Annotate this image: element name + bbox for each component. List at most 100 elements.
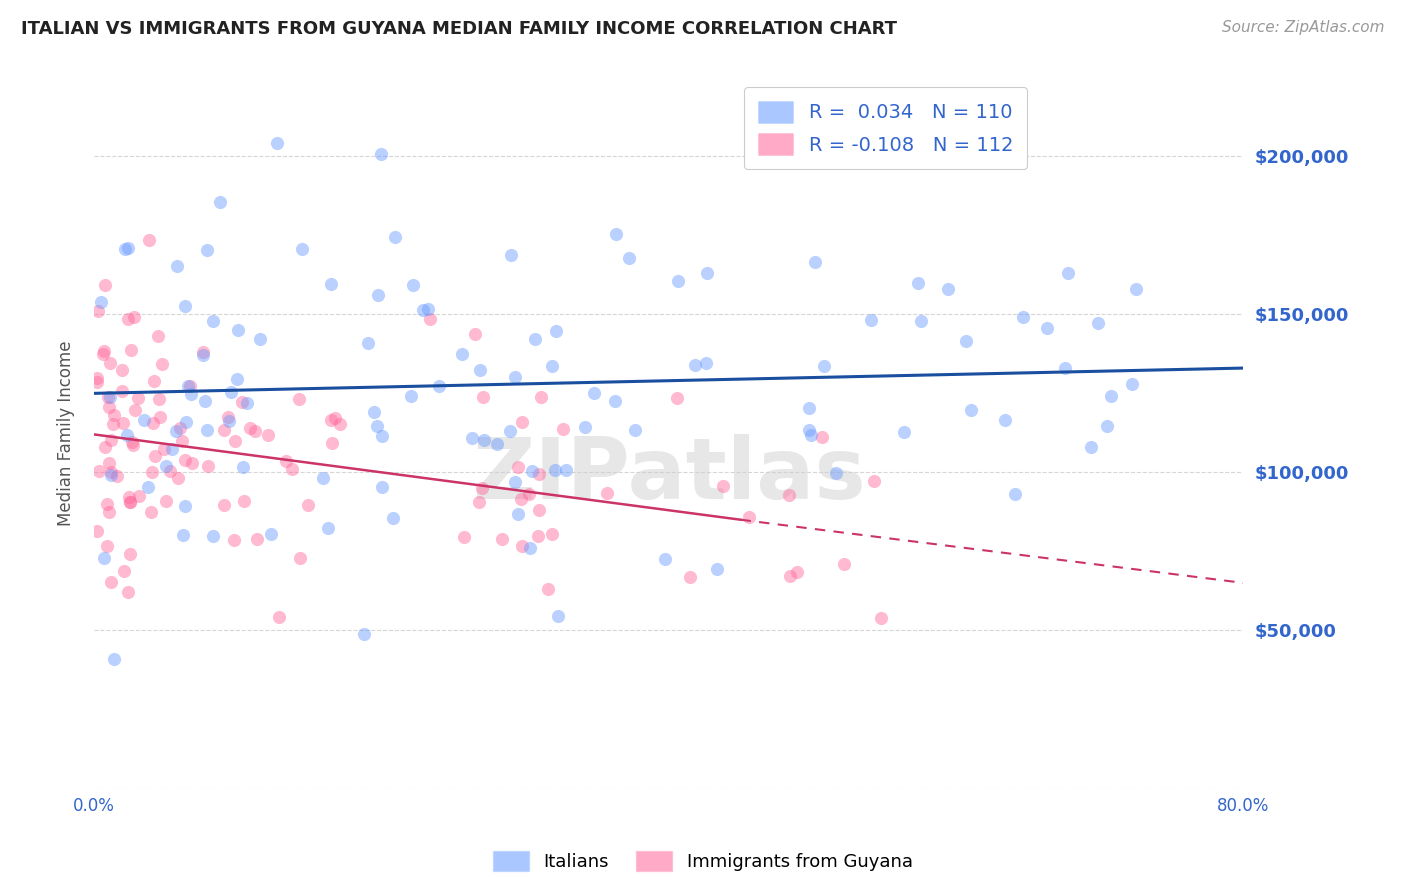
Point [738, 509, 761, 524]
Point [540, 359, 562, 373]
Point [159, 464, 181, 478]
Point [1054, 361, 1077, 376]
Point [510, 539, 533, 553]
Point [232, 493, 254, 508]
Point [491, 532, 513, 546]
Point [128, 489, 150, 503]
Point [654, 551, 676, 566]
Point [503, 475, 526, 489]
Point [93, 550, 115, 565]
Point [786, 566, 808, 580]
Point [1057, 266, 1080, 280]
Point [155, 494, 177, 508]
Point [547, 608, 569, 623]
Point [666, 274, 689, 288]
Point [180, 456, 202, 470]
Point [91, 347, 114, 361]
Point [832, 557, 855, 571]
Point [141, 465, 163, 479]
Point [174, 499, 197, 513]
Point [419, 312, 441, 326]
Point [212, 498, 235, 512]
Point [527, 503, 550, 517]
Point [1011, 310, 1033, 324]
Point [371, 429, 394, 443]
Point [453, 530, 475, 544]
Point [530, 390, 553, 404]
Point [231, 395, 253, 409]
Point [173, 453, 195, 467]
Point [86, 524, 108, 538]
Point [508, 507, 530, 521]
Point [371, 480, 394, 494]
Point [112, 417, 135, 431]
Point [281, 462, 304, 476]
Point [804, 255, 827, 269]
Point [138, 233, 160, 247]
Point [177, 379, 200, 393]
Point [468, 362, 491, 376]
Point [623, 423, 645, 437]
Point [288, 551, 311, 566]
Point [506, 460, 529, 475]
Point [510, 415, 533, 429]
Point [257, 427, 280, 442]
Point [142, 374, 165, 388]
Point [132, 413, 155, 427]
Point [274, 454, 297, 468]
Point [499, 424, 522, 438]
Point [825, 466, 848, 480]
Point [86, 376, 108, 390]
Point [150, 357, 173, 371]
Point [127, 391, 149, 405]
Point [201, 314, 224, 328]
Point [141, 505, 163, 519]
Point [226, 323, 249, 337]
Point [451, 347, 474, 361]
Point [149, 409, 172, 424]
Point [96, 539, 118, 553]
Point [418, 301, 440, 316]
Point [605, 227, 627, 242]
Point [226, 372, 249, 386]
Point [910, 314, 932, 328]
Point [367, 287, 389, 301]
Point [412, 302, 434, 317]
Point [96, 497, 118, 511]
Point [114, 242, 136, 256]
Point [554, 463, 576, 477]
Point [1087, 316, 1109, 330]
Point [288, 392, 311, 407]
Point [174, 299, 197, 313]
Point [402, 278, 425, 293]
Point [118, 490, 141, 504]
Point [115, 428, 138, 442]
Point [124, 402, 146, 417]
Point [1097, 418, 1119, 433]
Point [551, 422, 574, 436]
Point [117, 241, 139, 255]
Point [711, 479, 734, 493]
Point [893, 425, 915, 439]
Point [120, 343, 142, 357]
Point [778, 488, 800, 502]
Point [260, 527, 283, 541]
Point [117, 311, 139, 326]
Point [706, 562, 728, 576]
Point [121, 434, 143, 449]
Point [266, 136, 288, 150]
Point [89, 464, 111, 478]
Point [94, 440, 117, 454]
Point [665, 392, 688, 406]
Point [321, 413, 343, 427]
Point [503, 370, 526, 384]
Text: ITALIAN VS IMMIGRANTS FROM GUYANA MEDIAN FAMILY INCOME CORRELATION CHART: ITALIAN VS IMMIGRANTS FROM GUYANA MEDIAN… [21, 20, 897, 37]
Point [863, 474, 886, 488]
Point [1121, 376, 1143, 391]
Point [165, 424, 187, 438]
Point [797, 423, 820, 437]
Point [544, 463, 567, 477]
Point [384, 230, 406, 244]
Point [174, 415, 197, 429]
Point [217, 410, 239, 425]
